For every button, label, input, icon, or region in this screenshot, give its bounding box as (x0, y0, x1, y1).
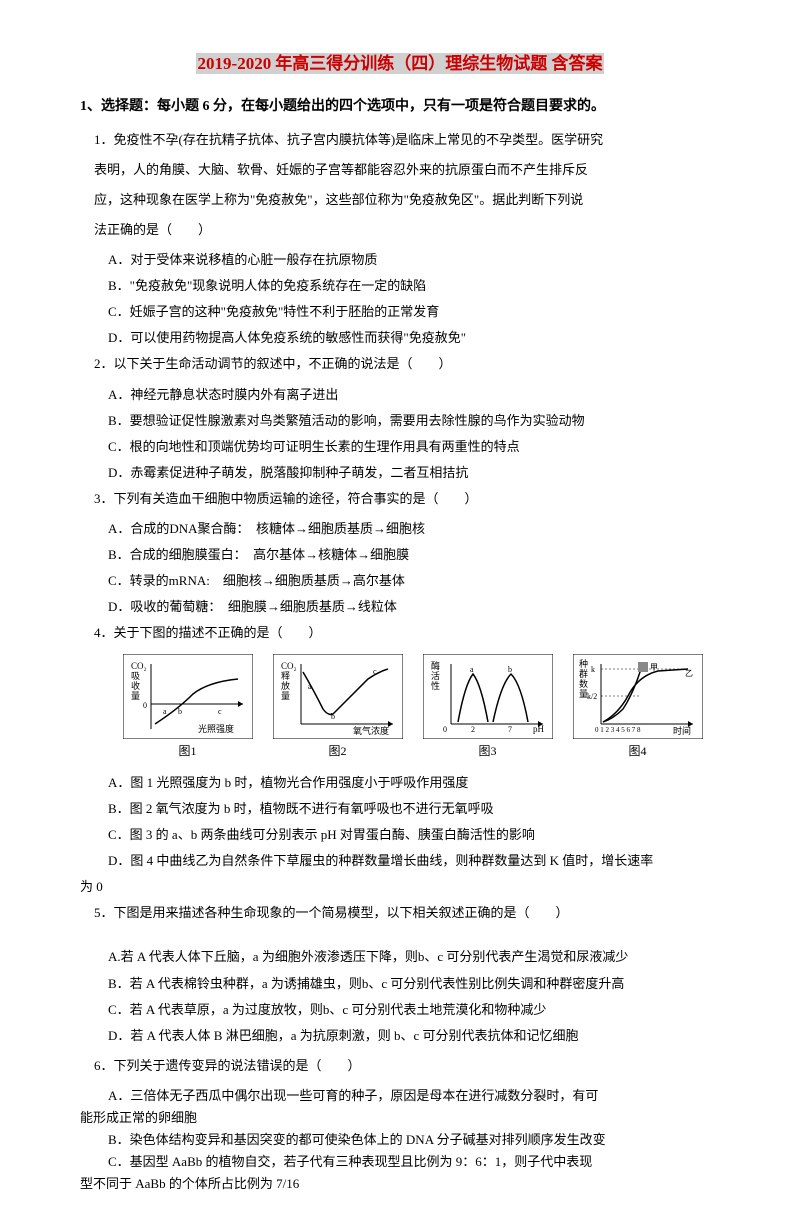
svg-text:量: 量 (131, 691, 140, 701)
q6-num: 6． (94, 1058, 114, 1073)
q2-num: 2． (94, 356, 114, 371)
svg-text:数: 数 (579, 678, 588, 689)
q1-line1: 免疫性不孕(存在抗精子抗体、抗子宫内膜抗体等)是临床上常见的不孕类型。医学研究 (114, 132, 604, 147)
q2-optD: D．赤霉素促进种子萌发，脱落酸抑制种子萌发，二者互相拮抗 (80, 462, 720, 484)
svg-text:光照强度: 光照强度 (198, 723, 234, 734)
svg-text:氧气浓度: 氧气浓度 (353, 725, 389, 736)
svg-text:时间: 时间 (673, 725, 691, 736)
q3-num: 3． (94, 491, 114, 506)
q3-optA: A．合成的DNA聚合酶： 核糖体→细胞质基质→细胞核 (80, 518, 720, 540)
svg-text:c: c (373, 667, 377, 676)
svg-text:酶: 酶 (431, 660, 440, 671)
svg-text:量: 量 (281, 691, 290, 701)
svg-text:CO₂: CO₂ (281, 661, 297, 671)
q2-optC: C．根的向地性和顶端优势均可证明生长素的生理作用具有两重性的特点 (80, 436, 720, 458)
question-5: 5．下图是用来描述各种生命现象的一个简易模型，以下相关叙述正确的是（ ） (80, 902, 720, 924)
svg-text:pH: pH (533, 724, 545, 734)
svg-text:活: 活 (431, 670, 440, 681)
svg-text:种: 种 (579, 658, 588, 669)
svg-text:收: 收 (131, 680, 140, 691)
q2-text: 以下关于生命活动调节的叙述中，不正确的说法是（ ） (114, 356, 452, 371)
q4-optB: B．图 2 氧气浓度为 b 时，植物既不进行有氧呼吸也不进行无氧呼吸 (80, 798, 720, 820)
figure-1: CO₂ 吸 收 量 0 a b c 光照强度 图1 (115, 654, 260, 761)
q4-optC: C．图 3 的 a、b 两条曲线可分别表示 pH 对胃蛋白酶、胰蛋白酶活性的影响 (80, 824, 720, 846)
q4-optD-line1: D．图 4 中曲线乙为自然条件下草履虫的种群数量增长曲线，则种群数量达到 K 值… (80, 850, 720, 872)
question-4: 4．关于下图的描述不正确的是（ ） (80, 622, 720, 644)
fig4-label: 图4 (565, 741, 710, 761)
svg-text:k/2: k/2 (587, 692, 597, 701)
svg-text:放: 放 (281, 680, 290, 691)
q5-optA: A.若 A 代表人体下丘脑，a 为细胞外液渗透压下降，则b、c 可分别代表产生渴… (80, 946, 720, 968)
q1-optB: B．"免疫赦免"现象说明人体的免疫系统存在一定的缺陷 (80, 275, 720, 297)
fig2-label: 图2 (265, 741, 410, 761)
svg-text:释: 释 (281, 670, 290, 681)
q5-optB: B．若 A 代表棉铃虫种群，a 为诱捕雄虫，则b、c 可分别代表性别比例失调和种… (80, 973, 720, 995)
question-2: 2．以下关于生命活动调节的叙述中，不正确的说法是（ ） (80, 353, 720, 375)
q4-text: 关于下图的描述不正确的是（ ） (114, 625, 322, 640)
svg-text:c: c (218, 707, 222, 716)
title-rest: 年高三得分训练（四）理综生物试题 含答案 (273, 53, 604, 74)
svg-text:a: a (308, 682, 312, 691)
svg-text:7: 7 (508, 725, 512, 734)
q1-line3: 应，这种现象在医学上称为"免疫赦免"，这些部位称为"免疫赦免区"。据此判断下列说 (80, 189, 720, 211)
q6-optC-line1: C．基因型 AaBb 的植物自交，若子代有三种表现型且比例为 9：6：1，则子代… (80, 1151, 720, 1173)
q1-line4: 法正确的是（ ） (80, 219, 720, 241)
svg-text:吸: 吸 (131, 671, 140, 681)
page-title: 2019-2020年高三得分训练（四）理综生物试题 含答案 (80, 50, 720, 79)
svg-text:b: b (508, 665, 512, 674)
q1-optA: A．对于受体来说移植的心脏一般存在抗原物质 (80, 249, 720, 271)
svg-text:群: 群 (579, 668, 588, 679)
q5-optD: D．若 A 代表人体 B 淋巴细胞，a 为抗原刺激，则 b、c 可分别代表抗体和… (80, 1025, 720, 1047)
q5-text: 下图是用来描述各种生命现象的一个简易模型，以下相关叙述正确的是（ ） (114, 905, 569, 920)
fig1-label: 图1 (115, 741, 260, 761)
svg-text:甲: 甲 (650, 663, 658, 672)
svg-text:0: 0 (443, 725, 447, 734)
q4-num: 4． (94, 625, 114, 640)
svg-text:a: a (470, 665, 474, 674)
q6-optA-line1: A．三倍体无子西瓜中偶尔出现一些可育的种子，原因是母本在进行减数分裂时，有可 (80, 1085, 720, 1107)
q5-num: 5． (94, 905, 114, 920)
q1-line2: 表明，人的角膜、大脑、软骨、妊娠的子宫等都能容忍外来的抗原蛋白而不产生排斥反 (80, 159, 720, 181)
svg-text:k: k (591, 665, 595, 674)
q3-text: 下列有关造血干细胞中物质运输的途径，符合事实的是（ ） (114, 491, 478, 506)
q3-optB: B．合成的细胞膜蛋白： 高尔基体→核糖体→细胞膜 (80, 544, 720, 566)
question-6: 6．下列关于遗传变异的说法错误的是（ ） (80, 1055, 720, 1077)
figure-2: CO₂ 释 放 量 a b c 氧气浓度 图2 (265, 654, 410, 761)
figure-row: CO₂ 吸 收 量 0 a b c 光照强度 图1 CO₂ 释 放 量 (115, 654, 710, 761)
svg-text:a: a (163, 707, 167, 716)
q3-optD: D．吸收的葡萄糖： 细胞膜→细胞质基质→线粒体 (80, 596, 720, 618)
section-header: 1、选择题：每小题 6 分，在每小题给出的四个选项中，只有一项是符合题目要求的。 (80, 95, 720, 119)
q1-optD: D．可以使用药物提高人体免疫系统的敏感性而获得"免疫赦免" (80, 327, 720, 349)
q1-num: 1． (94, 132, 114, 147)
q6-text: 下列关于遗传变异的说法错误的是（ ） (114, 1058, 361, 1073)
fig3-label: 图3 (415, 741, 560, 761)
q4-optD-line2: 为 0 (80, 876, 720, 898)
q2-optB: B．要想验证促性腺激素对鸟类繁殖活动的影响，需要用去除性腺的鸟作为实验动物 (80, 410, 720, 432)
figure-3: 酶 活 性 0 2 7 a b pH 图3 (415, 654, 560, 761)
svg-text:b: b (331, 712, 335, 721)
q6-optA-line2: 能形成正常的卵细胞 (80, 1107, 720, 1129)
q6-optB: B．染色体结构变异和基因突变的都可使染色体上的 DNA 分子碱基对排列顺序发生改… (80, 1129, 720, 1151)
svg-text:性: 性 (431, 680, 440, 691)
svg-text:0: 0 (143, 701, 147, 710)
svg-text:CO₂: CO₂ (131, 661, 147, 671)
q2-optA: A．神经元静息状态时膜内外有离子进出 (80, 384, 720, 406)
title-year: 2019-2020 (196, 53, 274, 74)
question-1: 1．免疫性不孕(存在抗精子抗体、抗子宫内膜抗体等)是临床上常见的不孕类型。医学研… (80, 129, 720, 151)
q6-optC-line2: 型不同于 AaBb 的个体所占比例为 7/16 (80, 1173, 720, 1195)
q5-optC: C．若 A 代表草原，a 为过度放牧，则b、c 可分别代表土地荒漠化和物种减少 (80, 999, 720, 1021)
svg-text:2: 2 (471, 725, 475, 734)
svg-text:b: b (178, 707, 182, 716)
q4-optA: A．图 1 光照强度为 b 时，植物光合作用强度小于呼吸作用强度 (80, 772, 720, 794)
svg-text:乙: 乙 (685, 669, 693, 678)
question-3: 3．下列有关造血干细胞中物质运输的途径，符合事实的是（ ） (80, 488, 720, 510)
q3-optC: C．转录的mRNA: 细胞核→细胞质基质→高尔基体 (80, 570, 720, 592)
figure-4: 种 群 数 量 k k/2 甲 乙 0 1 2 3 4 5 6 7 8 时间 图… (565, 654, 710, 761)
svg-text:0 1 2 3 4 5 6 7 8: 0 1 2 3 4 5 6 7 8 (595, 726, 641, 734)
q1-optC: C．妊娠子宫的这种"免疫赦免"特性不利于胚胎的正常发育 (80, 301, 720, 323)
